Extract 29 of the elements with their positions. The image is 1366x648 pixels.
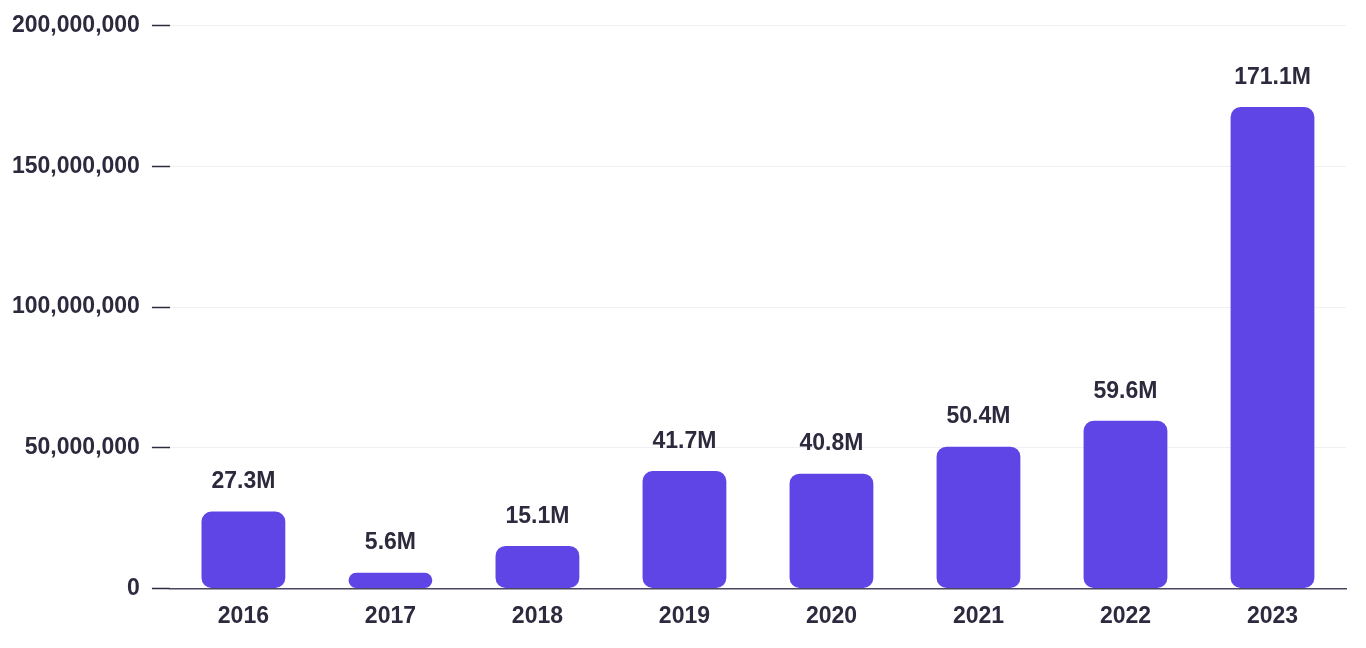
x-tick-label: 2021 [952,601,1005,628]
x-tick-label: 2017 [364,601,417,628]
data-label: 171.1M [1234,62,1311,89]
data-label: 27.3M [211,467,276,494]
x-tick-label: 2022 [1099,601,1152,628]
x-tick-label: 2020 [805,601,858,628]
data-label: 15.1M [505,501,570,528]
bar [495,545,580,588]
x-tick-label: 2018 [511,601,564,628]
data-label: 41.7M [652,426,717,453]
data-label: 5.6M [364,528,416,555]
bar [201,511,286,588]
x-tick-label: 2016 [217,601,269,628]
y-tick-label: 200,000,000 [12,11,140,38]
bar [1083,420,1168,588]
x-tick-label: 2019 [658,601,711,628]
data-label: 59.6M [1093,376,1158,403]
bar [1230,107,1315,588]
bar [936,446,1021,588]
data-label: 50.4M [946,402,1011,429]
y-tick-label: 100,000,000 [12,292,140,319]
y-tick-label: 150,000,000 [12,151,140,178]
y-tick-label: 0 [127,573,140,600]
bar [642,471,727,588]
bar [789,473,874,588]
x-tick-label: 2023 [1246,601,1299,628]
bar [348,572,433,588]
y-tick-label: 50,000,000 [24,433,140,460]
data-label: 40.8M [799,429,864,456]
